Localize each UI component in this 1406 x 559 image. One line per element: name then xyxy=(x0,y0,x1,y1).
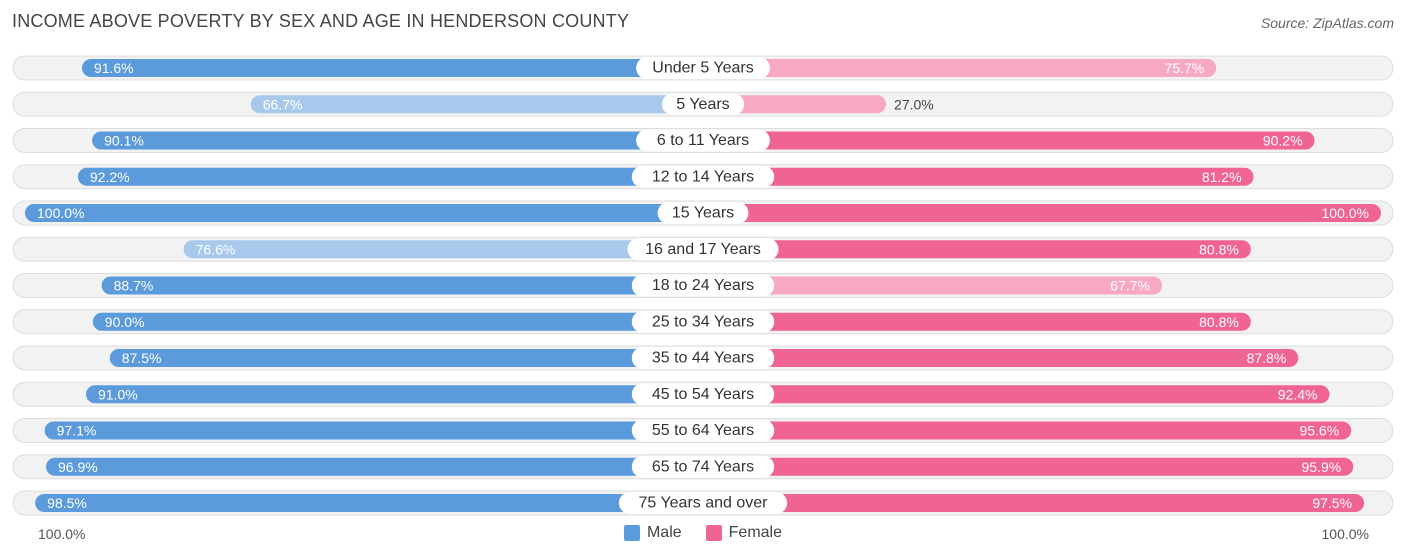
axis-left-label: 100.0% xyxy=(38,526,86,542)
bar-male-75-years-and-over xyxy=(35,494,704,512)
category-label-65-to-74-years: 65 to 74 Years xyxy=(652,458,754,475)
bar-male-6-to-11-years xyxy=(92,131,703,150)
bar-female-16-and-17-years xyxy=(703,240,1251,259)
bar-male-65-to-74-years xyxy=(46,457,703,476)
bar-female-12-to-14-years xyxy=(703,167,1254,186)
diverging-bar-chart: 91.6% 75.7% Under 5 Years 66.7% 27.0% 5 Years… xyxy=(12,55,1394,516)
value-label-male-65-to-74-years: 96.9% xyxy=(58,459,98,475)
bar-female-55-to-64-years xyxy=(703,421,1352,440)
category-label-12-to-14-years: 12 to 14 Years xyxy=(652,168,754,185)
value-label-male-6-to-11-years: 90.1% xyxy=(104,133,144,149)
category-pill-16-and-17-years xyxy=(627,238,779,261)
bar-female-45-to-54-years xyxy=(703,385,1330,404)
category-label-under-5-years: Under 5 Years xyxy=(652,60,753,77)
legend-item-male[interactable]: Male xyxy=(623,524,682,542)
value-label-female-15-years: 100.0% xyxy=(1322,205,1369,221)
chart-title: INCOME ABOVE POVERTY BY SEX AND AGE IN H… xyxy=(12,11,630,31)
bar-male-12-to-14-years xyxy=(77,167,703,186)
category-pill-45-to-54-years xyxy=(631,383,775,406)
bar-female-18-to-24-years xyxy=(703,276,1163,295)
category-pill-18-to-24-years xyxy=(631,274,775,297)
value-label-female-12-to-14-years: 81.2% xyxy=(1202,169,1242,185)
legend-label-male: Male xyxy=(646,524,682,541)
value-label-male-75-years-and-over: 98.5% xyxy=(47,495,87,511)
value-label-male-35-to-44-years: 87.5% xyxy=(122,350,162,366)
value-label-male-45-to-54-years: 91.0% xyxy=(98,386,138,402)
value-label-male-12-to-14-years: 92.2% xyxy=(90,169,130,185)
category-label-16-and-17-years: 16 and 17 Years xyxy=(645,241,761,258)
value-label-male-5-years: 66.7% xyxy=(263,96,303,112)
chart-source: Source: ZipAtlas.com xyxy=(1260,15,1394,31)
category-label-55-to-64-years: 55 to 64 Years xyxy=(652,422,754,439)
value-label-female-5-years: 27.0% xyxy=(894,96,934,112)
bar-male-5-years xyxy=(250,95,704,114)
bar-female-6-to-11-years xyxy=(703,131,1315,150)
bar-male-under-5-years xyxy=(81,59,703,77)
value-label-male-18-to-24-years: 88.7% xyxy=(114,278,154,294)
category-pill-5-years xyxy=(661,93,745,116)
category-label-15-years: 15 Years xyxy=(672,205,734,222)
value-label-female-25-to-34-years: 80.8% xyxy=(1199,314,1239,330)
legend-label-female: Female xyxy=(728,524,783,541)
category-pill-35-to-44-years xyxy=(631,347,775,369)
bar-male-55-to-64-years xyxy=(44,421,704,440)
bar-female-under-5-years xyxy=(703,59,1217,77)
value-label-female-75-years-and-over: 97.5% xyxy=(1312,495,1352,511)
bar-male-15-years xyxy=(25,204,703,222)
bar-male-45-to-54-years xyxy=(86,385,703,404)
bar-female-25-to-34-years xyxy=(703,312,1251,331)
bar-female-15-years xyxy=(703,204,1381,222)
category-pill-under-5-years xyxy=(636,57,770,79)
bar-female-65-to-74-years xyxy=(703,457,1354,476)
bar-female-35-to-44-years xyxy=(703,349,1299,367)
bar-male-25-to-34-years xyxy=(92,312,704,331)
bar-male-35-to-44-years xyxy=(109,349,703,367)
category-pill-65-to-74-years xyxy=(631,455,775,478)
value-label-female-55-to-64-years: 95.6% xyxy=(1299,423,1339,439)
category-pill-15-years xyxy=(657,202,749,224)
bar-male-18-to-24-years xyxy=(101,276,703,295)
value-label-male-under-5-years: 91.6% xyxy=(94,60,134,76)
legend-item-female[interactable]: Female xyxy=(705,524,783,542)
category-label-6-to-11-years: 6 to 11 Years xyxy=(657,132,749,149)
value-label-male-15-years: 100.0% xyxy=(37,205,84,221)
category-label-5-years: 5 Years xyxy=(676,96,729,113)
value-label-female-under-5-years: 75.7% xyxy=(1165,60,1205,76)
value-label-female-45-to-54-years: 92.4% xyxy=(1278,386,1318,402)
category-pill-25-to-34-years xyxy=(631,310,775,333)
legend-swatch-male xyxy=(623,525,640,541)
value-label-male-55-to-64-years: 97.1% xyxy=(57,423,97,439)
value-label-male-25-to-34-years: 90.0% xyxy=(105,314,145,330)
value-label-female-35-to-44-years: 87.8% xyxy=(1247,350,1287,366)
category-label-35-to-44-years: 35 to 44 Years xyxy=(652,350,754,367)
bar-female-5-years xyxy=(703,95,887,114)
category-label-25-to-34-years: 25 to 34 Years xyxy=(652,313,754,330)
category-label-18-to-24-years: 18 to 24 Years xyxy=(652,277,754,294)
category-pill-75-years-and-over xyxy=(618,492,788,514)
value-label-female-16-and-17-years: 80.8% xyxy=(1199,241,1239,257)
category-label-45-to-54-years: 45 to 54 Years xyxy=(652,386,754,403)
category-pill-6-to-11-years xyxy=(636,129,770,152)
category-pill-12-to-14-years xyxy=(631,165,775,188)
axis-right-label: 100.0% xyxy=(1321,526,1369,542)
legend: Male Female xyxy=(0,524,1406,542)
category-pill-55-to-64-years xyxy=(631,419,775,442)
bar-female-75-years-and-over xyxy=(703,494,1365,512)
bar-male-16-and-17-years xyxy=(183,240,704,259)
category-label-75-years-and-over: 75 Years and over xyxy=(639,495,769,512)
value-label-female-6-to-11-years: 90.2% xyxy=(1263,133,1303,149)
legend-swatch-female xyxy=(705,525,722,541)
value-label-female-65-to-74-years: 95.9% xyxy=(1301,459,1341,475)
value-label-male-16-and-17-years: 76.6% xyxy=(196,241,236,257)
value-label-female-18-to-24-years: 67.7% xyxy=(1110,278,1150,294)
